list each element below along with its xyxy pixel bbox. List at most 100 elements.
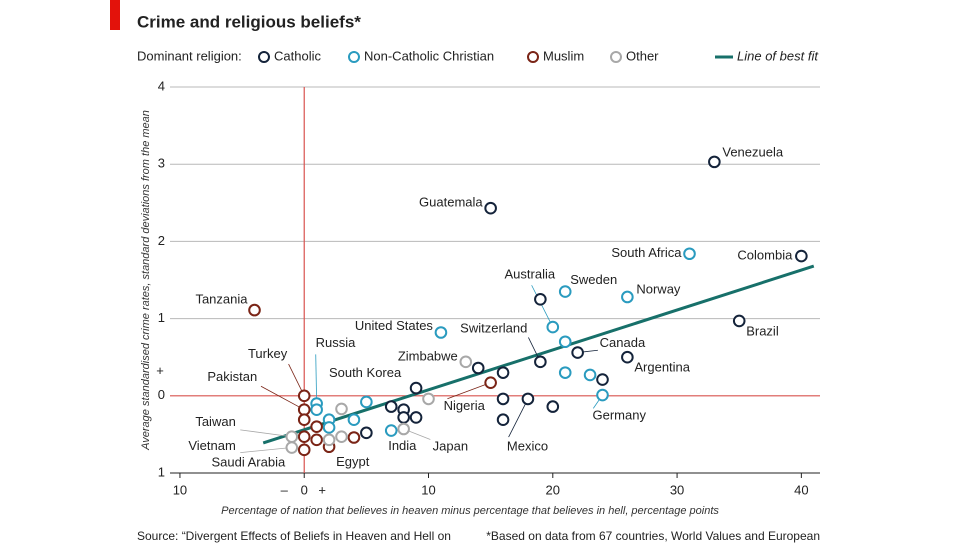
point-label: Saudi Arabia <box>211 454 285 469</box>
point-label: India <box>388 438 417 453</box>
data-point <box>297 403 311 416</box>
point-label: Japan <box>433 438 468 453</box>
data-point <box>521 392 535 406</box>
data-point <box>496 366 510 379</box>
leader-line <box>508 398 529 438</box>
legend-label: Line of best fit <box>737 48 819 63</box>
data-point <box>384 400 398 413</box>
point-label: Pakistan <box>207 369 257 384</box>
point-label: Switzerland <box>460 320 527 335</box>
data-point <box>583 368 597 382</box>
data-point <box>422 392 435 406</box>
x-tick-label: 10 <box>173 482 187 497</box>
data-point <box>534 355 547 369</box>
data-point <box>596 373 609 386</box>
accent-bar <box>110 0 120 30</box>
data-point <box>409 411 423 424</box>
leader-line <box>315 354 318 404</box>
x-tick-label: 0 <box>301 482 308 497</box>
data-point <box>496 413 510 427</box>
data-point <box>534 293 547 306</box>
data-point <box>546 400 560 413</box>
legend-label: Non-Catholic Christian <box>364 48 494 63</box>
data-point <box>310 433 323 447</box>
data-point <box>795 249 808 263</box>
x-axis-label: Percentage of nation that believes in he… <box>221 505 719 517</box>
data-point <box>434 326 448 339</box>
data-point <box>621 290 634 304</box>
data-point <box>297 413 311 427</box>
leader-line <box>531 285 554 328</box>
data-point <box>558 335 572 349</box>
point-label: Turkey <box>248 346 288 361</box>
data-point <box>335 430 348 444</box>
data-point <box>496 392 510 406</box>
y-tick-label: 1 <box>158 464 165 479</box>
point-label: Russia <box>316 335 357 350</box>
point-label: Sweden <box>570 272 617 287</box>
footnote: *Based on data from 67 countries, World … <box>486 529 820 543</box>
point-label: Germany <box>593 407 647 422</box>
point-label: Taiwan <box>195 414 235 429</box>
point-label: Argentina <box>634 360 690 375</box>
point-label: Mexico <box>507 438 548 453</box>
point-label: Australia <box>505 267 556 282</box>
data-point <box>397 422 410 436</box>
data-point <box>384 424 398 437</box>
data-point <box>558 366 572 379</box>
data-point <box>347 431 361 444</box>
legend-label: Muslim <box>543 48 584 63</box>
legend-title: Dominant religion: <box>137 48 242 63</box>
data-point <box>409 381 423 395</box>
data-point <box>285 441 299 454</box>
y-tick-label: 0 <box>158 387 165 402</box>
data-point <box>708 155 721 169</box>
point-label: Colombia <box>737 248 793 263</box>
point-label: Egypt <box>336 454 370 469</box>
point-label: Tanzania <box>195 292 248 307</box>
data-point <box>683 247 696 261</box>
best-fit-line <box>262 264 815 445</box>
legend-label: Other <box>626 48 659 63</box>
data-point <box>621 350 634 364</box>
y-tick-label: 2 <box>158 233 165 248</box>
data-point <box>310 420 323 433</box>
data-point <box>546 320 560 334</box>
leader-line <box>260 385 305 411</box>
leader-line <box>240 447 292 454</box>
point-label: Venezuela <box>722 144 783 159</box>
source: Source: “Divergent Effects of Beliefs in… <box>137 529 451 543</box>
y-tick-label: 1 <box>158 310 165 325</box>
axis-sign: – <box>281 482 289 497</box>
data-point <box>297 430 311 444</box>
x-tick-label: 30 <box>670 482 684 497</box>
point-label: South Korea <box>329 365 402 380</box>
data-point <box>335 402 348 416</box>
point-label: Guatemala <box>419 195 483 210</box>
data-point <box>297 443 311 457</box>
data-point <box>484 376 497 389</box>
data-point <box>322 421 336 434</box>
data-point <box>397 411 410 424</box>
x-tick-label: 20 <box>546 482 560 497</box>
data-point <box>732 314 746 328</box>
legend-marker <box>348 51 360 63</box>
data-point <box>347 413 361 427</box>
legend-marker <box>610 51 622 63</box>
data-point <box>297 389 311 403</box>
data-point <box>459 355 473 369</box>
data-point <box>360 426 373 440</box>
legend-marker <box>527 51 539 63</box>
x-tick-label: 40 <box>794 482 808 497</box>
x-tick-label: 10 <box>421 482 435 497</box>
point-label: Vietnam <box>188 438 235 453</box>
data-point <box>596 388 609 402</box>
data-point <box>360 395 373 409</box>
axis-sign: + <box>318 482 326 497</box>
data-point <box>571 346 584 359</box>
point-label: Canada <box>600 335 646 350</box>
data-point <box>558 285 572 298</box>
chart-title: Crime and religious beliefs* <box>137 12 361 31</box>
y-axis-label: Average standardised crime rates, standa… <box>140 110 152 451</box>
